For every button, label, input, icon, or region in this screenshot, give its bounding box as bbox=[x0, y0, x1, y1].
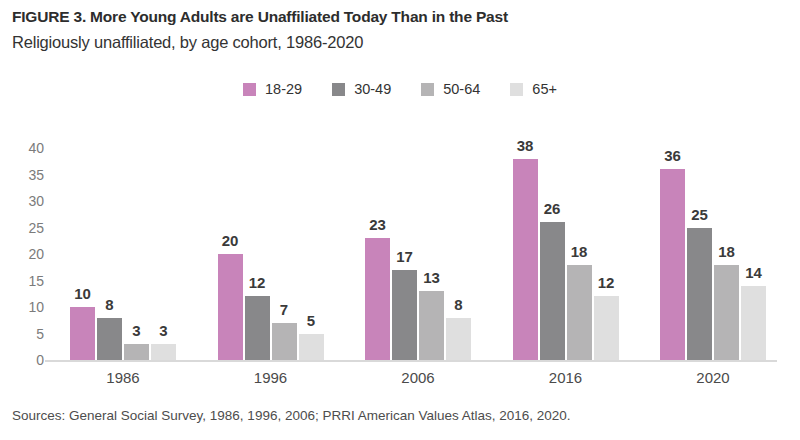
y-tick-label: 0 bbox=[8, 351, 44, 369]
y-tick-label: 5 bbox=[8, 325, 44, 343]
legend-item: 50-64 bbox=[421, 81, 480, 97]
bar bbox=[299, 334, 324, 361]
bar bbox=[124, 344, 149, 360]
bar-value-label: 20 bbox=[210, 232, 251, 250]
bar-value-label: 25 bbox=[679, 206, 720, 224]
legend-swatch bbox=[510, 83, 523, 96]
bar-value-label: 5 bbox=[291, 312, 332, 330]
y-tick-label: 20 bbox=[8, 245, 44, 263]
legend-swatch bbox=[243, 83, 256, 96]
legend-item: 30-49 bbox=[332, 81, 391, 97]
bar-value-label: 8 bbox=[89, 296, 130, 314]
bar-value-label: 17 bbox=[384, 248, 425, 266]
bar bbox=[151, 344, 176, 360]
bar-value-label: 12 bbox=[586, 274, 627, 292]
bar-value-label: 12 bbox=[237, 274, 278, 292]
x-tick-label: 2016 bbox=[513, 369, 619, 386]
bar-value-label: 23 bbox=[357, 216, 398, 234]
figure-subtitle: Religiously unaffiliated, by age cohort,… bbox=[12, 33, 363, 52]
bar bbox=[218, 254, 243, 360]
legend-item: 65+ bbox=[510, 81, 557, 97]
y-tick-label: 10 bbox=[8, 298, 44, 316]
y-tick-label: 35 bbox=[8, 166, 44, 184]
legend-swatch bbox=[421, 83, 434, 96]
bar-value-label: 8 bbox=[438, 296, 479, 314]
sources-note: Sources: General Social Survey, 1986, 19… bbox=[12, 408, 571, 423]
legend-item: 18-29 bbox=[243, 81, 302, 97]
bar-value-label: 18 bbox=[559, 243, 600, 261]
x-tick-label: 1986 bbox=[70, 369, 176, 386]
legend-swatch bbox=[332, 83, 345, 96]
legend-label: 65+ bbox=[532, 81, 557, 97]
bar-value-label: 36 bbox=[652, 147, 693, 165]
bar-value-label: 26 bbox=[532, 200, 573, 218]
y-tick-label: 15 bbox=[8, 272, 44, 290]
bar bbox=[660, 169, 685, 360]
bar-value-label: 38 bbox=[505, 137, 546, 155]
bar bbox=[594, 296, 619, 360]
figure-page: FIGURE 3. More Young Adults are Unaffili… bbox=[0, 0, 800, 440]
legend-label: 30-49 bbox=[354, 81, 391, 97]
bar bbox=[446, 318, 471, 360]
figure-title: FIGURE 3. More Young Adults are Unaffili… bbox=[12, 8, 508, 26]
y-tick-label: 30 bbox=[8, 192, 44, 210]
x-tick-label: 2020 bbox=[660, 369, 766, 386]
legend-label: 50-64 bbox=[443, 81, 480, 97]
bar-value-label: 14 bbox=[733, 264, 774, 282]
bar-value-label: 3 bbox=[143, 322, 184, 340]
x-axis-line bbox=[45, 360, 777, 362]
y-tick-label: 40 bbox=[8, 139, 44, 157]
x-tick-label: 2006 bbox=[365, 369, 471, 386]
bar bbox=[513, 159, 538, 360]
x-tick-label: 1996 bbox=[218, 369, 324, 386]
legend: 18-29 30-49 50-64 65+ bbox=[0, 81, 800, 97]
y-tick-label: 25 bbox=[8, 219, 44, 237]
bar bbox=[70, 307, 95, 360]
bar-value-label: 18 bbox=[706, 243, 747, 261]
bar bbox=[741, 286, 766, 360]
legend-label: 18-29 bbox=[265, 81, 302, 97]
bar-value-label: 13 bbox=[411, 269, 452, 287]
